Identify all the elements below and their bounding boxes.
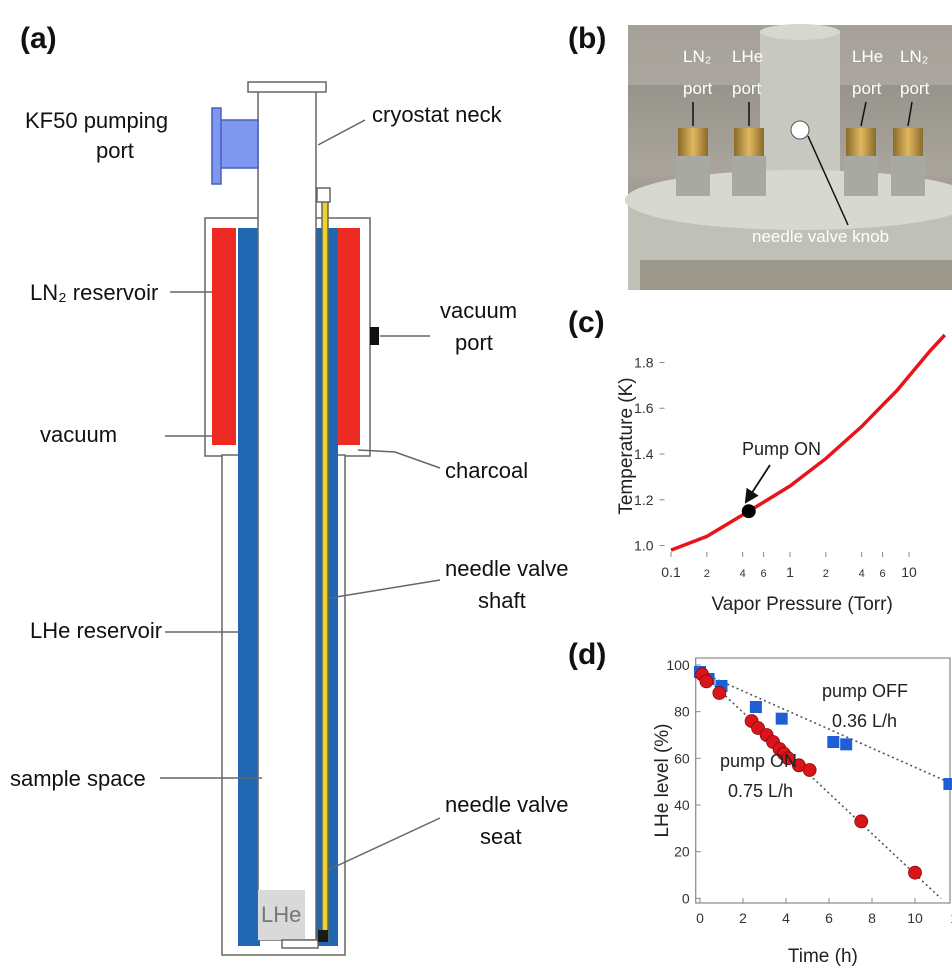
x-tick-label: 6 xyxy=(880,568,886,580)
x-tick-label: 4 xyxy=(782,910,790,926)
x-tick-label: 4 xyxy=(859,568,865,580)
label: LHe xyxy=(261,902,301,927)
point xyxy=(855,815,868,828)
annotation: 0.75 L/h xyxy=(728,781,793,801)
point xyxy=(840,738,852,750)
panel-label: (b) xyxy=(568,22,606,55)
point xyxy=(742,504,756,518)
point xyxy=(827,736,839,748)
label: cryostat neck xyxy=(372,102,503,127)
figure: (a) (b) (c) (d) KF50 pumpingport cryosta… xyxy=(0,0,952,969)
y-tick-label: 0 xyxy=(682,890,690,906)
annotation: pump OFF xyxy=(822,681,908,701)
y-tick-label: 20 xyxy=(674,844,690,860)
y-tick-label: 80 xyxy=(674,704,690,720)
x-tick-label: 6 xyxy=(761,568,767,580)
point xyxy=(943,778,952,790)
panel-label: (c) xyxy=(568,306,605,339)
point xyxy=(776,713,788,725)
photo-label: needle valve knob xyxy=(752,227,889,246)
label: LN₂ reservoir xyxy=(30,280,158,305)
annotation: Pump ON xyxy=(742,439,821,459)
y-axis-title: LHe level (%) xyxy=(652,723,673,837)
x-tick-label: 6 xyxy=(825,910,833,926)
x-axis-title: Time (h) xyxy=(788,946,858,967)
x-axis-title: Vapor Pressure (Torr) xyxy=(712,594,893,615)
y-tick-label: 100 xyxy=(666,657,690,673)
annotation: pump ON xyxy=(720,751,797,771)
x-tick-label: 0 xyxy=(696,910,704,926)
label: LHe reservoir xyxy=(30,618,162,643)
label: sample space xyxy=(10,766,146,791)
panel-label: (a) xyxy=(20,22,57,55)
page: {"panel_labels": ["(a)", "(b)", "(c)", "… xyxy=(0,0,952,969)
point xyxy=(803,764,816,777)
x-tick-label: 2 xyxy=(704,568,710,580)
point xyxy=(909,866,922,879)
cryostat-diagram xyxy=(205,82,379,955)
label: charcoal xyxy=(445,458,528,483)
x-tick-label: 2 xyxy=(823,568,829,580)
y-tick-label: 40 xyxy=(674,797,690,813)
annotation-arrow xyxy=(746,465,770,502)
point xyxy=(713,687,726,700)
x-tick-label: 10 xyxy=(901,564,917,580)
point xyxy=(700,675,713,688)
panel-label: (d) xyxy=(568,638,606,671)
y-tick-label: 1.0 xyxy=(634,538,654,554)
y-tick-label: 60 xyxy=(674,750,690,766)
point xyxy=(750,701,762,713)
x-tick-label: 1 xyxy=(786,564,794,580)
x-tick-label: 4 xyxy=(740,568,746,580)
x-tick-label: 10 xyxy=(907,910,923,926)
y-axis-title: Temperature (K) xyxy=(616,377,637,514)
x-tick-label: 0.1 xyxy=(661,564,681,580)
label: vacuum xyxy=(40,422,117,447)
y-tick-label: 1.8 xyxy=(634,354,654,370)
annotation: 0.36 L/h xyxy=(832,711,897,731)
x-tick-label: 8 xyxy=(868,910,876,926)
x-tick-label: 2 xyxy=(739,910,747,926)
